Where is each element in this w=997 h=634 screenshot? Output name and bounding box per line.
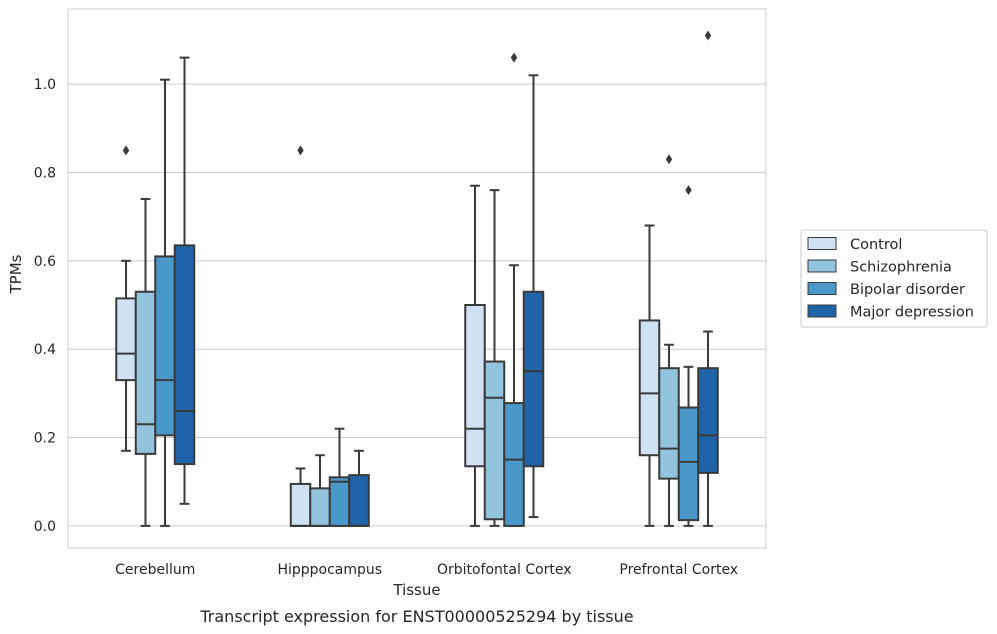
y-tick-label: 0.2 [34, 431, 56, 447]
box [503, 402, 525, 527]
box-group [328, 427, 351, 527]
legend-label: Control [850, 237, 902, 253]
y-axis-title: TPMs [7, 254, 25, 294]
box-group [464, 184, 486, 527]
box-group [134, 197, 157, 527]
box-series [115, 30, 719, 527]
box-group [503, 52, 525, 527]
box [115, 297, 137, 382]
figure-caption: Transcript expression for ENST0000052529… [199, 607, 633, 626]
legend-swatch [807, 282, 837, 295]
x-tick-label: Orbitofontal Cortex [437, 562, 572, 578]
box [483, 360, 506, 521]
box [522, 290, 545, 468]
x-axis-ticks: Cerebellum Hipppocampus Orbitofontal Corte… [115, 562, 738, 578]
legend-swatch [807, 304, 837, 318]
y-tick-label: 0.8 [34, 165, 56, 181]
outlier-point [704, 30, 712, 41]
x-tick-label: Prefrontal Cortex [619, 562, 738, 578]
box [677, 406, 700, 522]
plot-frame [67, 8, 767, 549]
x-axis-title: Tissue [392, 581, 440, 599]
box [154, 255, 176, 437]
outlier-point [665, 154, 673, 165]
box-group [522, 74, 545, 519]
y-axis-ticks: 0.0 0.2 0.4 0.6 0.8 1.0 [34, 77, 56, 535]
box [638, 319, 661, 457]
box [134, 290, 157, 455]
outlier-point [685, 185, 692, 196]
y-tick-label: 0.6 [34, 254, 56, 270]
y-tick-label: 1.0 [34, 77, 56, 93]
box [697, 367, 719, 474]
legend: Control Schizophrenia Bipolar disorder Majo… [800, 229, 988, 328]
x-tick-label: Hipppocampus [277, 562, 382, 578]
box [658, 367, 680, 480]
box-group [638, 224, 661, 527]
box [464, 304, 486, 468]
box [309, 487, 331, 527]
box-group [348, 449, 370, 527]
x-tick-label: Cerebellum [115, 562, 195, 578]
box-group [483, 189, 506, 527]
legend-frame [800, 229, 988, 328]
box-group [154, 78, 176, 527]
box-group [289, 145, 312, 527]
box [328, 476, 351, 527]
legend-swatch [807, 259, 837, 273]
box [348, 474, 370, 527]
y-tick-label: 0.4 [34, 342, 56, 358]
box-group [173, 56, 196, 505]
outlier-point [122, 145, 130, 156]
outlier-point [510, 52, 518, 63]
legend-label: Bipolar disorder [850, 282, 965, 298]
box-group [677, 185, 700, 527]
legend-label: Schizophrenia [850, 260, 952, 276]
legend-label: Major depression [850, 305, 974, 321]
legend-swatch [807, 237, 837, 250]
box-group [697, 30, 719, 527]
box [289, 482, 312, 527]
outlier-point [297, 145, 304, 156]
box-group [309, 454, 331, 527]
box-group [658, 154, 680, 527]
box-group [115, 145, 137, 452]
box [173, 244, 196, 466]
y-tick-label: 0.0 [34, 519, 56, 535]
